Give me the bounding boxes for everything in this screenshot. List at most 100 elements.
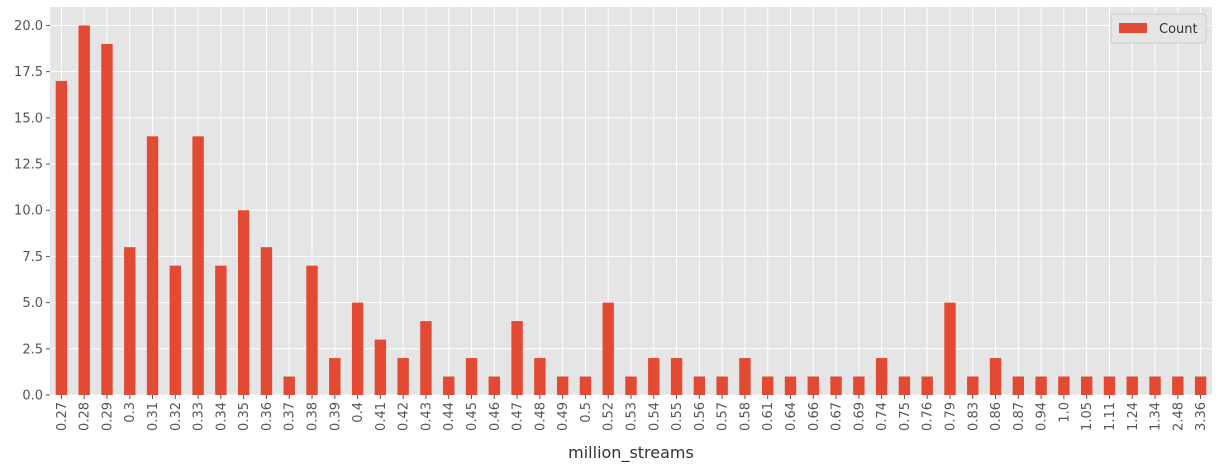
- x-tick-label: 0.41: [374, 402, 389, 431]
- bars: [55, 25, 1207, 396]
- x-tick-label: 0.32: [169, 402, 184, 431]
- bar-0.44: [443, 376, 455, 395]
- x-tick-label: 0.55: [670, 402, 685, 431]
- x-tick-label: 0.31: [146, 402, 161, 431]
- x-tick-label: 1.0: [1057, 402, 1072, 423]
- x-tick-label: 0.37: [283, 402, 298, 431]
- x-tick-label: 0.83: [966, 402, 981, 431]
- x-axis-label: million_streams: [568, 443, 694, 463]
- bar-0.38: [306, 265, 318, 395]
- bar-0.34: [215, 265, 227, 395]
- bar-0.66: [807, 376, 819, 395]
- x-tick-label: 0.43: [419, 402, 434, 431]
- x-tick-label: 0.46: [488, 402, 503, 431]
- y-tick-label: 20.0: [14, 19, 43, 34]
- legend-swatch: [1119, 23, 1147, 33]
- bar-0.46: [488, 376, 500, 395]
- bar-0.32: [169, 265, 182, 395]
- bar-0.4: [351, 302, 364, 395]
- bar-0.48: [534, 358, 546, 395]
- x-tick-label: 0.48: [533, 402, 548, 431]
- bar-0.33: [192, 136, 204, 396]
- x-tick-label: 0.28: [78, 402, 93, 431]
- bar-0.64: [784, 376, 797, 395]
- x-tick-label: 0.33: [192, 402, 207, 431]
- x-tick-label: 0.64: [784, 402, 799, 431]
- y-tick-label: 2.5: [22, 342, 43, 357]
- y-tick-label: 5.0: [22, 296, 43, 311]
- x-tick-label: 0.27: [55, 402, 70, 431]
- x-tick-label: 0.94: [1035, 402, 1050, 431]
- y-tick-label: 15.0: [14, 111, 43, 126]
- bar-0.52: [602, 302, 614, 395]
- bar-1.24: [1126, 376, 1138, 395]
- x-tick-label: 0.67: [830, 402, 845, 431]
- x-tick-label: 0.61: [761, 402, 776, 431]
- bar-0.56: [693, 376, 706, 395]
- x-tick-label: 0.3: [123, 402, 138, 423]
- bar-0.37: [283, 376, 295, 395]
- bar-2.48: [1172, 376, 1184, 395]
- x-tick-label: 0.39: [328, 402, 343, 431]
- bar-0.29: [101, 43, 113, 395]
- x-axis-ticks: 0.27 0.28 0.29 0.3 0.31 0.32 0.33 0.34 0.35 0.36 0…: [55, 395, 1209, 431]
- bar-0.43: [420, 321, 432, 395]
- bar-0.36: [260, 247, 273, 395]
- bar-0.57: [716, 376, 728, 395]
- x-tick-label: 0.49: [556, 402, 571, 431]
- bar-1.11: [1103, 376, 1116, 395]
- x-tick-label: 0.4: [351, 402, 366, 423]
- x-tick-label: 2.48: [1171, 402, 1186, 431]
- x-tick-label: 0.36: [260, 402, 275, 431]
- bar-3.36: [1194, 376, 1207, 395]
- bar-0.79: [944, 302, 956, 395]
- legend-box: [1110, 13, 1207, 44]
- x-tick-label: 0.29: [100, 402, 115, 431]
- x-tick-label: 0.74: [875, 402, 890, 431]
- bar-0.42: [397, 358, 409, 395]
- x-tick-label: 1.11: [1103, 402, 1118, 431]
- bar-0.35: [237, 210, 250, 395]
- x-tick-label: 0.69: [852, 402, 867, 431]
- x-tick-label: 0.53: [625, 402, 640, 431]
- legend: Count: [1110, 13, 1207, 44]
- y-tick-label: 12.5: [14, 158, 43, 173]
- bar-0.47: [511, 321, 523, 395]
- x-tick-label: 1.05: [1080, 402, 1095, 431]
- bar-0.87: [1012, 376, 1025, 395]
- x-tick-label: 0.34: [214, 402, 229, 431]
- y-axis-ticks: 0.0 2.5 5.0 7.5 10.0 12.5 15.0 17.5 20.0: [14, 19, 50, 404]
- x-tick-label: 1.34: [1149, 402, 1164, 431]
- x-tick-label: 0.47: [511, 402, 526, 431]
- bar-0.45: [465, 358, 478, 395]
- bar-0.53: [625, 376, 637, 395]
- bar-0.54: [648, 358, 660, 395]
- bar-0.41: [374, 339, 387, 395]
- x-tick-label: 0.79: [943, 402, 958, 431]
- bar-0.94: [1035, 376, 1047, 395]
- bar-1.0: [1058, 376, 1070, 395]
- bar-0.55: [670, 358, 683, 395]
- bar-0.39: [329, 358, 341, 395]
- x-tick-label: 0.57: [716, 402, 731, 431]
- bar-0.75: [898, 376, 911, 395]
- x-tick-label: 0.44: [442, 402, 457, 431]
- x-tick-label: 0.45: [465, 402, 480, 431]
- y-tick-label: 7.5: [22, 250, 43, 265]
- x-tick-label: 1.24: [1126, 402, 1141, 431]
- x-tick-label: 0.58: [738, 402, 753, 431]
- x-tick-label: 0.42: [397, 402, 412, 431]
- x-tick-label: 0.35: [237, 402, 252, 431]
- y-tick-label: 17.5: [14, 65, 43, 80]
- bar-0.83: [967, 376, 979, 395]
- x-tick-label: 0.76: [921, 402, 936, 431]
- bar-1.05: [1080, 376, 1093, 395]
- bar-0.49: [556, 376, 569, 395]
- x-tick-label: 3.36: [1194, 402, 1209, 431]
- x-tick-label: 0.66: [807, 402, 822, 431]
- bar-0.27: [55, 80, 68, 396]
- x-tick-label: 0.54: [647, 402, 662, 431]
- bar-0.74: [875, 358, 888, 395]
- bar-0.28: [78, 25, 90, 395]
